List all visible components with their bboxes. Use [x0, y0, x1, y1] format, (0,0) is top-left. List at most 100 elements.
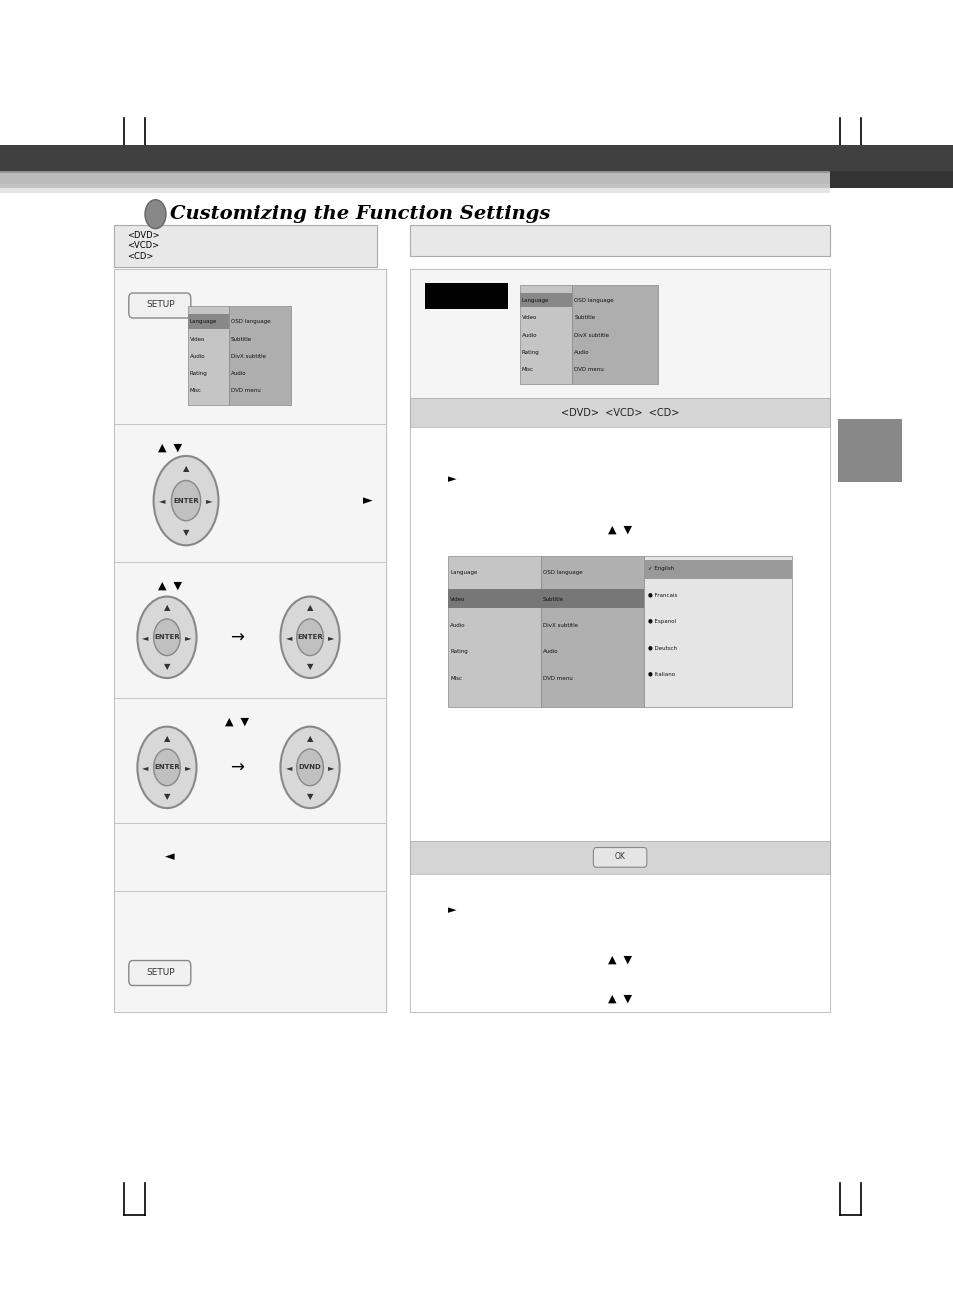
Text: DivX subtitle: DivX subtitle: [542, 623, 578, 628]
Text: Audio: Audio: [542, 649, 558, 654]
Text: <DVD>: <DVD>: [127, 231, 159, 239]
Text: ENTER: ENTER: [154, 635, 179, 640]
Bar: [0, 184, 829, 193]
Bar: [229, 306, 291, 405]
Text: SETUP: SETUP: [146, 301, 174, 309]
Bar: [829, 171, 953, 188]
Bar: [0, 145, 953, 173]
Text: ▼: ▼: [307, 792, 313, 802]
Text: Rating: Rating: [450, 649, 468, 654]
Text: SETUP: SETUP: [146, 968, 174, 976]
Text: ▼: ▼: [183, 528, 189, 537]
Text: ◄: ◄: [285, 763, 292, 771]
Bar: [114, 424, 386, 562]
Text: Language: Language: [450, 570, 477, 576]
Circle shape: [137, 597, 196, 678]
Bar: [540, 556, 643, 707]
FancyBboxPatch shape: [129, 293, 191, 318]
Bar: [188, 314, 229, 328]
Text: OSD language: OSD language: [231, 319, 271, 325]
Bar: [410, 398, 829, 427]
Text: DVD menu: DVD menu: [231, 388, 260, 393]
Bar: [0, 171, 829, 188]
Bar: [410, 841, 829, 874]
Text: ▼: ▼: [164, 792, 170, 802]
Text: ►: ►: [448, 474, 456, 485]
Text: Misc: Misc: [521, 367, 534, 372]
Circle shape: [137, 727, 196, 808]
Text: ◄: ◄: [285, 633, 292, 641]
Circle shape: [153, 749, 180, 786]
Text: Subtitle: Subtitle: [542, 597, 563, 602]
Text: →: →: [230, 758, 243, 777]
Text: Audio: Audio: [231, 371, 247, 376]
Text: Audio: Audio: [190, 353, 205, 359]
Text: OSD language: OSD language: [542, 570, 582, 576]
Text: <CD>: <CD>: [127, 252, 153, 260]
Text: Video: Video: [450, 597, 465, 602]
Text: DVD menu: DVD menu: [574, 367, 603, 372]
Text: DVND: DVND: [298, 765, 321, 770]
Bar: [837, 419, 901, 482]
Bar: [519, 285, 572, 384]
Bar: [410, 874, 829, 1012]
Text: ● Italiano: ● Italiano: [647, 671, 675, 677]
Text: DivX subtitle: DivX subtitle: [574, 332, 609, 338]
Bar: [410, 269, 829, 1012]
Text: ● Deutsch: ● Deutsch: [647, 645, 677, 650]
Text: ►: ►: [185, 763, 192, 771]
Text: ▼: ▼: [164, 662, 170, 671]
Text: ▲  ▼: ▲ ▼: [157, 443, 182, 453]
Text: ▲: ▲: [307, 733, 313, 742]
Text: Video: Video: [521, 315, 537, 321]
Text: ▲  ▼: ▲ ▼: [607, 993, 632, 1004]
Text: ◄: ◄: [142, 633, 149, 641]
Text: DivX subtitle: DivX subtitle: [231, 353, 266, 359]
Bar: [572, 285, 658, 384]
Bar: [114, 891, 386, 1012]
Text: Rating: Rating: [190, 371, 208, 376]
FancyBboxPatch shape: [593, 848, 646, 867]
Text: Audio: Audio: [450, 623, 465, 628]
Text: DVD menu: DVD menu: [542, 675, 572, 681]
Circle shape: [296, 749, 323, 786]
Text: <VCD>: <VCD>: [127, 242, 159, 250]
Text: ● Espanol: ● Espanol: [647, 619, 676, 624]
Text: Video: Video: [190, 336, 205, 342]
Text: Misc: Misc: [450, 675, 462, 681]
Text: ▲: ▲: [164, 603, 170, 612]
Text: →: →: [230, 628, 243, 646]
Text: ►: ►: [448, 905, 456, 916]
Text: Language: Language: [521, 298, 549, 304]
Text: ►: ►: [185, 633, 192, 641]
Bar: [643, 556, 791, 707]
Text: ▼: ▼: [307, 662, 313, 671]
Circle shape: [145, 200, 166, 229]
Circle shape: [280, 597, 339, 678]
Text: ENTER: ENTER: [173, 498, 198, 503]
Text: ▲: ▲: [164, 733, 170, 742]
Bar: [448, 589, 540, 608]
Circle shape: [296, 619, 323, 656]
Text: ✓ English: ✓ English: [647, 566, 674, 572]
Bar: [188, 306, 229, 405]
Bar: [114, 225, 376, 267]
Text: ◄: ◄: [165, 850, 174, 863]
Bar: [114, 269, 386, 424]
Text: Customizing the Function Settings: Customizing the Function Settings: [170, 205, 550, 223]
Text: ►: ►: [328, 763, 335, 771]
Text: Audio: Audio: [574, 350, 589, 355]
Text: ENTER: ENTER: [154, 765, 179, 770]
Circle shape: [153, 456, 218, 545]
Text: ►: ►: [362, 494, 372, 507]
Text: OSD language: OSD language: [574, 298, 614, 304]
Text: ● Francais: ● Francais: [647, 593, 677, 598]
Text: ENTER: ENTER: [297, 635, 322, 640]
Text: ►: ►: [206, 497, 213, 505]
Text: ▲  ▼: ▲ ▼: [224, 716, 249, 727]
Text: Audio: Audio: [521, 332, 537, 338]
Text: ▲  ▼: ▲ ▼: [607, 954, 632, 964]
Bar: [114, 823, 386, 891]
FancyBboxPatch shape: [129, 961, 191, 986]
Bar: [114, 269, 386, 1012]
